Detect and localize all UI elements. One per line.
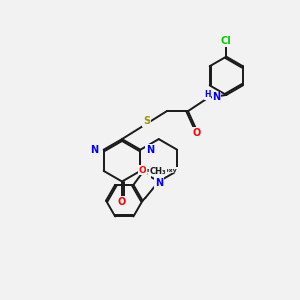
Text: H: H bbox=[204, 90, 211, 99]
Text: H: H bbox=[144, 168, 151, 177]
Text: N: N bbox=[146, 145, 154, 155]
Text: N: N bbox=[90, 145, 98, 155]
Text: O: O bbox=[193, 128, 201, 138]
Text: N: N bbox=[212, 92, 220, 102]
Text: N: N bbox=[155, 178, 163, 188]
Text: O: O bbox=[118, 196, 126, 206]
Text: CH₃: CH₃ bbox=[150, 167, 166, 176]
Text: methoxy: methoxy bbox=[146, 168, 177, 172]
Text: Cl: Cl bbox=[221, 36, 232, 46]
Text: S: S bbox=[143, 116, 150, 126]
Text: O: O bbox=[138, 166, 146, 175]
